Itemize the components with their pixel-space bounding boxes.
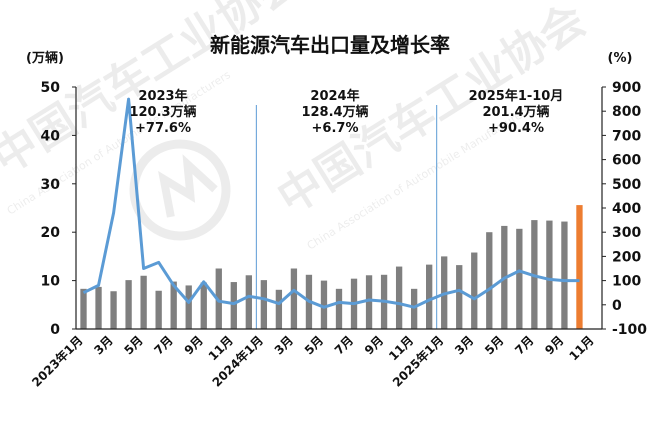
bar-2023-09	[200, 282, 207, 329]
bar-2025-02	[456, 265, 463, 329]
bar-2024-12	[426, 264, 433, 329]
annotation-line: 2024年	[310, 88, 359, 104]
bar-2023-03	[110, 291, 117, 329]
left-tick-label: 30	[41, 177, 61, 193]
annotation-line: +90.4%	[488, 121, 544, 136]
x-tick-label: 9月	[542, 333, 566, 357]
right-tick-label: 0	[612, 298, 622, 314]
x-tick-label: 7月	[332, 333, 356, 357]
period-annotation-2: 2024年 128.4万辆+6.7%	[301, 88, 368, 136]
right-axis-unit: (%)	[608, 51, 633, 66]
bar-2023-11	[230, 282, 237, 329]
left-axis-unit: (万辆)	[26, 50, 64, 66]
right-tick-label: 600	[612, 153, 641, 169]
bar-2025-09	[561, 221, 568, 329]
annotation-line: 128.4万辆	[301, 104, 368, 120]
period-annotation-3: 2025年1-10月 201.4万辆+90.4%	[469, 88, 564, 136]
x-tick-label: 5月	[302, 333, 326, 357]
growth-line-path	[82, 97, 580, 309]
bar-2023-05	[140, 275, 147, 329]
right-tick-label: 400	[612, 201, 641, 217]
annotation-line: 201.4万辆	[482, 104, 549, 120]
right-tick-label: 300	[612, 225, 641, 241]
line-growth-rate	[82, 97, 580, 309]
bar-2024-01	[260, 280, 268, 329]
annotation-line: 120.3万辆	[129, 104, 196, 120]
right-tick-label: 500	[612, 177, 641, 193]
chart-title: 新能源汽车出口量及增长率	[210, 33, 450, 57]
right-tick-label: 200	[612, 249, 641, 265]
x-tick-label: 3月	[452, 333, 476, 357]
right-tick-label: 800	[612, 104, 641, 120]
annotation-line: +6.7%	[312, 121, 359, 136]
right-tick-label: 700	[612, 128, 641, 144]
x-tick-label: 3月	[91, 333, 115, 357]
bar-2025-06	[516, 228, 523, 329]
x-tick-label: 5月	[482, 333, 506, 357]
bar-2024-03	[290, 268, 298, 329]
watermark-logo-icon	[129, 139, 231, 241]
x-tick-label: 11月	[566, 333, 596, 363]
left-tick-label: 40	[41, 128, 61, 144]
left-tick-label: 50	[41, 80, 61, 96]
x-tick-label: 2023年1月	[29, 333, 86, 390]
bar-2024-08	[365, 275, 373, 329]
bar-2025-08	[546, 220, 553, 329]
bar-2023-01	[80, 288, 87, 329]
left-tick-label: 20	[41, 225, 61, 241]
annotation-line: 2025年1-10月	[469, 88, 564, 104]
x-tick-label: 5月	[121, 333, 145, 357]
x-tick-label: 3月	[272, 333, 296, 357]
bar-2023-02	[95, 286, 102, 329]
bar-2024-10	[395, 266, 403, 329]
x-tick-label: 7月	[512, 333, 536, 357]
bar-2024-02	[275, 289, 283, 329]
left-tick-label: 0	[50, 322, 60, 338]
bar-2023-06	[155, 290, 162, 329]
annotation-line: +77.6%	[135, 121, 191, 136]
bar-2023-04	[125, 280, 132, 329]
bar-2024-06	[335, 288, 343, 329]
bar-2025-03	[471, 252, 478, 329]
right-tick-label: 100	[612, 274, 641, 290]
bar-2024-11	[410, 288, 418, 329]
bar-2023-07	[170, 281, 177, 329]
left-axis-ticks: 0 10 20 30 40 50	[41, 80, 76, 338]
right-tick-label: 900	[612, 80, 641, 96]
x-tick-label: 9月	[362, 333, 386, 357]
left-tick-label: 10	[41, 274, 61, 290]
period-separators	[255, 105, 438, 329]
x-tick-label: 9月	[182, 333, 206, 357]
annotations: 2023年 120.3万辆+77.6% 2024年 128.4万辆+6.7% 2025年…	[129, 88, 563, 136]
period-annotation-1: 2023年 120.3万辆+77.6%	[129, 88, 196, 136]
bar-2025-10	[576, 205, 583, 329]
right-tick-label: -100	[612, 322, 647, 338]
bar-2023-08	[185, 285, 192, 329]
x-tick-label: 7月	[152, 333, 176, 357]
annotation-line: 2023年	[138, 88, 187, 104]
bar-2023-12	[245, 275, 252, 329]
bar-2024-05	[320, 280, 328, 329]
right-axis-ticks: -100 0 100 200 300 400 500 600 700 800 900	[602, 80, 647, 338]
bar-2025-04	[486, 232, 493, 329]
